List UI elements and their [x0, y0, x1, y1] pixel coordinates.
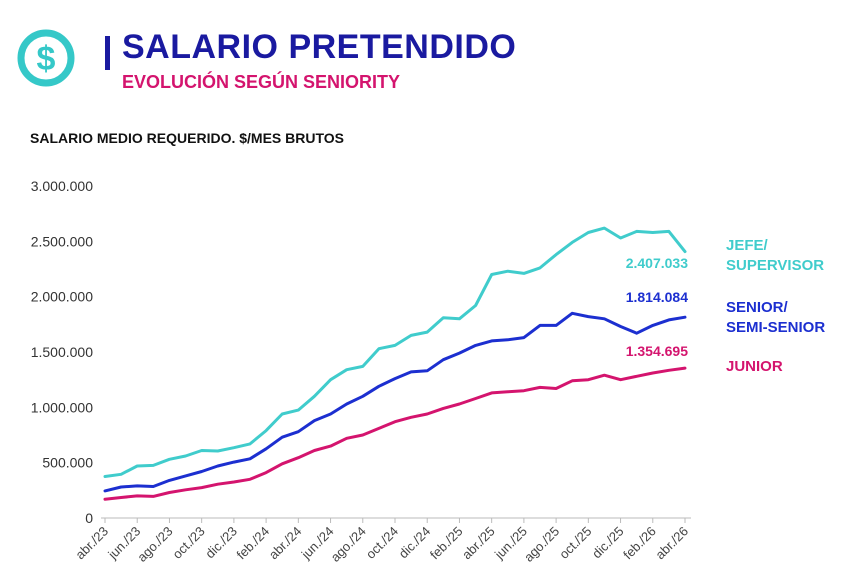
x-tick-label: feb./26: [620, 524, 659, 563]
end-value-label: 1.814.084: [626, 289, 688, 305]
page-header: $ SALARIO PRETENDIDO EVOLUCIÓN SEGÚN SEN…: [16, 22, 816, 102]
x-tick-label: abr./25: [459, 524, 498, 563]
y-axis: 0 500.000 1.000.000 1.500.000 2.000.000 2.500…: [31, 178, 94, 526]
series-lines: [103, 226, 687, 501]
y-tick-label: 2.000.000: [31, 289, 93, 305]
end-value-label: 1.354.695: [626, 343, 688, 359]
series-name-label: JUNIOR: [726, 358, 783, 375]
y-tick-label: 1.000.000: [31, 399, 93, 415]
x-tick-label: ago./25: [521, 524, 562, 565]
x-tick-label: abr./24: [266, 524, 305, 563]
x-tick-label: ago./23: [134, 524, 175, 565]
x-tick-label: oct./23: [170, 524, 208, 562]
y-tick-label: 2.500.000: [31, 233, 93, 249]
series-line: [103, 226, 687, 478]
series-labels: 2.407.033 JEFE/SUPERVISOR 1.814.084 SENIOR/…: [626, 237, 826, 375]
x-tick-label: abr./23: [72, 524, 111, 563]
y-tick-label: 3.000.000: [31, 178, 93, 194]
y-tick-label: 0: [85, 510, 93, 526]
page-title: SALARIO PRETENDIDO: [122, 28, 517, 66]
svg-text:$: $: [37, 40, 56, 78]
series-line: [103, 311, 687, 493]
x-tick-label: dic./24: [396, 524, 434, 562]
series-name-label: SUPERVISOR: [726, 257, 824, 274]
series-name-label: SEMI-SENIOR: [726, 319, 825, 336]
x-tick-label: oct./24: [363, 524, 401, 562]
series-name-label: JEFE/: [726, 237, 769, 254]
x-tick-label: oct./25: [556, 524, 594, 562]
x-tick-label: feb./24: [234, 524, 273, 563]
dollar-circle-icon: $: [17, 29, 75, 87]
x-tick-label: feb./25: [427, 524, 466, 563]
end-value-label: 2.407.033: [626, 255, 688, 271]
page-subtitle: EVOLUCIÓN SEGÚN SENIORITY: [122, 72, 401, 92]
x-axis: abr./23jun./23ago./23oct./23dic./23feb./…: [72, 517, 691, 565]
x-tick-label: ago./24: [328, 524, 369, 565]
title-divider: [105, 36, 110, 70]
x-tick-label: dic./25: [589, 524, 627, 562]
y-tick-label: 1.500.000: [31, 344, 93, 360]
chart-title: SALARIO MEDIO REQUERIDO. $/MES BRUTOS: [30, 130, 344, 146]
x-tick-label: dic./23: [202, 524, 240, 562]
series-name-label: SENIOR/: [726, 299, 789, 316]
y-tick-label: 500.000: [42, 455, 93, 471]
x-tick-label: abr./26: [652, 524, 691, 563]
series-line: [103, 366, 687, 501]
